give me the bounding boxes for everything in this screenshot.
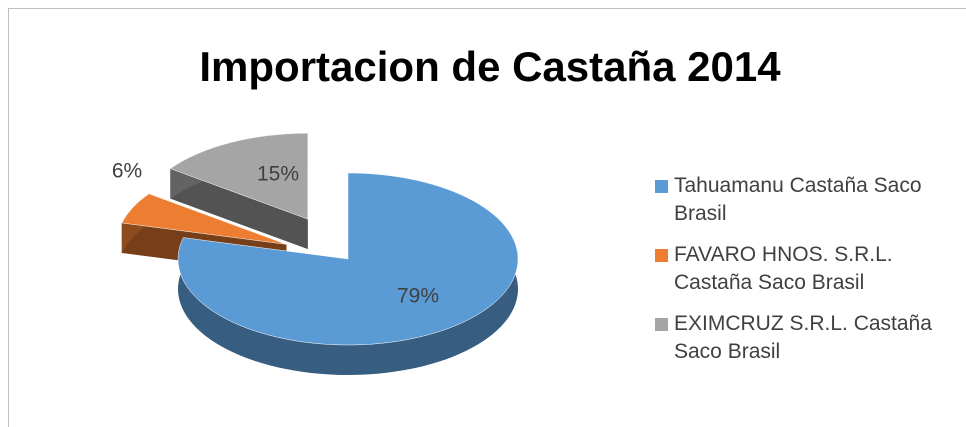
pie-slice (177, 172, 519, 346)
pie-slice (169, 132, 309, 220)
legend-swatch (655, 180, 668, 193)
legend-item: EXIMCRUZ S.R.L. Castaña Saco Brasil (655, 310, 945, 366)
legend-label: EXIMCRUZ S.R.L. Castaña Saco Brasil (674, 312, 932, 363)
data-label: 79% (397, 285, 439, 308)
legend: Tahuamanu Castaña Saco Brasil FAVARO HNOS… (655, 172, 945, 379)
legend-item: Tahuamanu Castaña Saco Brasil (655, 172, 945, 228)
data-label: 6% (112, 160, 142, 183)
chart-border (8, 8, 966, 427)
chart-title: Importacion de Castaña 2014 (199, 43, 781, 90)
pie-slice (121, 193, 287, 245)
legend-swatch (655, 249, 668, 262)
data-label: 15% (257, 163, 299, 186)
legend-label: Tahuamanu Castaña Saco Brasil (674, 174, 922, 225)
pie-side (170, 168, 308, 250)
legend-item: FAVARO HNOS. S.R.L. Castaña Saco Brasil (655, 241, 945, 297)
legend-swatch (655, 318, 668, 331)
legend-label: FAVARO HNOS. S.R.L. Castaña Saco Brasil (674, 243, 893, 294)
